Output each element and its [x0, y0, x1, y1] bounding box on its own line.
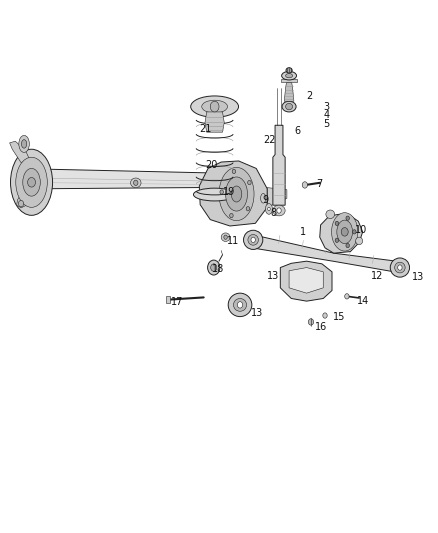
Ellipse shape: [261, 193, 266, 203]
Polygon shape: [18, 165, 52, 198]
Ellipse shape: [356, 237, 363, 245]
Text: 21: 21: [199, 124, 212, 134]
Text: 18: 18: [212, 264, 224, 274]
Ellipse shape: [326, 210, 335, 219]
Circle shape: [335, 238, 339, 243]
Polygon shape: [273, 125, 285, 205]
Ellipse shape: [131, 178, 141, 188]
Text: 3: 3: [323, 102, 329, 111]
Text: 9: 9: [263, 195, 269, 205]
Ellipse shape: [395, 262, 405, 273]
Polygon shape: [205, 112, 224, 132]
Ellipse shape: [265, 204, 272, 214]
Circle shape: [246, 207, 250, 211]
Circle shape: [210, 101, 219, 112]
Text: 13: 13: [267, 271, 279, 280]
Text: 14: 14: [357, 296, 369, 305]
Text: 16: 16: [314, 322, 327, 332]
Circle shape: [251, 237, 255, 243]
Polygon shape: [280, 261, 332, 301]
Ellipse shape: [244, 230, 263, 249]
Ellipse shape: [219, 167, 254, 221]
Text: 5: 5: [323, 119, 329, 128]
Ellipse shape: [21, 140, 27, 148]
Circle shape: [247, 180, 251, 185]
Ellipse shape: [19, 135, 29, 152]
Polygon shape: [10, 141, 30, 163]
Circle shape: [335, 221, 339, 225]
Circle shape: [232, 169, 236, 174]
Ellipse shape: [282, 71, 297, 80]
Circle shape: [220, 190, 223, 194]
Ellipse shape: [228, 293, 252, 317]
Ellipse shape: [286, 74, 293, 78]
Text: 6: 6: [294, 126, 300, 135]
Circle shape: [28, 177, 35, 187]
Ellipse shape: [191, 96, 239, 117]
Ellipse shape: [273, 205, 285, 216]
Circle shape: [353, 230, 356, 234]
Text: 10: 10: [355, 225, 367, 235]
Text: 20: 20: [205, 160, 217, 170]
Circle shape: [346, 216, 350, 220]
Ellipse shape: [282, 101, 296, 112]
Ellipse shape: [221, 233, 230, 241]
Circle shape: [323, 313, 327, 318]
Circle shape: [230, 213, 233, 217]
Ellipse shape: [248, 235, 258, 245]
Polygon shape: [289, 268, 323, 293]
Ellipse shape: [286, 68, 292, 73]
Polygon shape: [284, 83, 294, 101]
Ellipse shape: [231, 186, 242, 202]
Ellipse shape: [202, 100, 227, 113]
Ellipse shape: [390, 258, 410, 277]
Text: 12: 12: [371, 271, 383, 280]
Ellipse shape: [233, 298, 247, 311]
Circle shape: [308, 319, 314, 325]
Ellipse shape: [16, 157, 47, 207]
Ellipse shape: [286, 103, 293, 110]
Circle shape: [398, 265, 402, 270]
Text: 13: 13: [251, 308, 263, 318]
Polygon shape: [281, 79, 297, 82]
Text: 15: 15: [333, 312, 345, 322]
Text: 8: 8: [270, 208, 276, 218]
Polygon shape: [50, 169, 247, 189]
Polygon shape: [320, 214, 363, 253]
Circle shape: [302, 182, 307, 188]
Circle shape: [208, 260, 220, 275]
Circle shape: [134, 180, 138, 185]
Circle shape: [346, 244, 350, 248]
Circle shape: [277, 208, 281, 213]
Text: 11: 11: [227, 237, 239, 246]
Text: 13: 13: [412, 272, 424, 282]
Circle shape: [224, 235, 227, 239]
Text: 7: 7: [316, 179, 322, 189]
Text: 17: 17: [171, 297, 183, 307]
Polygon shape: [250, 235, 405, 272]
Text: 4: 4: [323, 110, 329, 120]
Text: 1: 1: [300, 227, 306, 237]
Text: 19: 19: [223, 187, 236, 197]
Text: 2: 2: [307, 91, 313, 101]
Polygon shape: [17, 193, 33, 208]
Ellipse shape: [226, 177, 247, 211]
Circle shape: [268, 207, 270, 211]
Circle shape: [341, 228, 348, 236]
Ellipse shape: [11, 149, 53, 215]
Circle shape: [345, 294, 349, 299]
Polygon shape: [166, 296, 170, 303]
Circle shape: [18, 200, 24, 207]
Ellipse shape: [337, 220, 353, 244]
Polygon shape: [267, 188, 287, 207]
Polygon shape: [199, 161, 267, 226]
Circle shape: [211, 264, 217, 271]
Circle shape: [237, 302, 243, 308]
Text: 22: 22: [263, 135, 276, 144]
Ellipse shape: [23, 168, 40, 196]
Ellipse shape: [332, 213, 358, 251]
Ellipse shape: [194, 188, 236, 201]
